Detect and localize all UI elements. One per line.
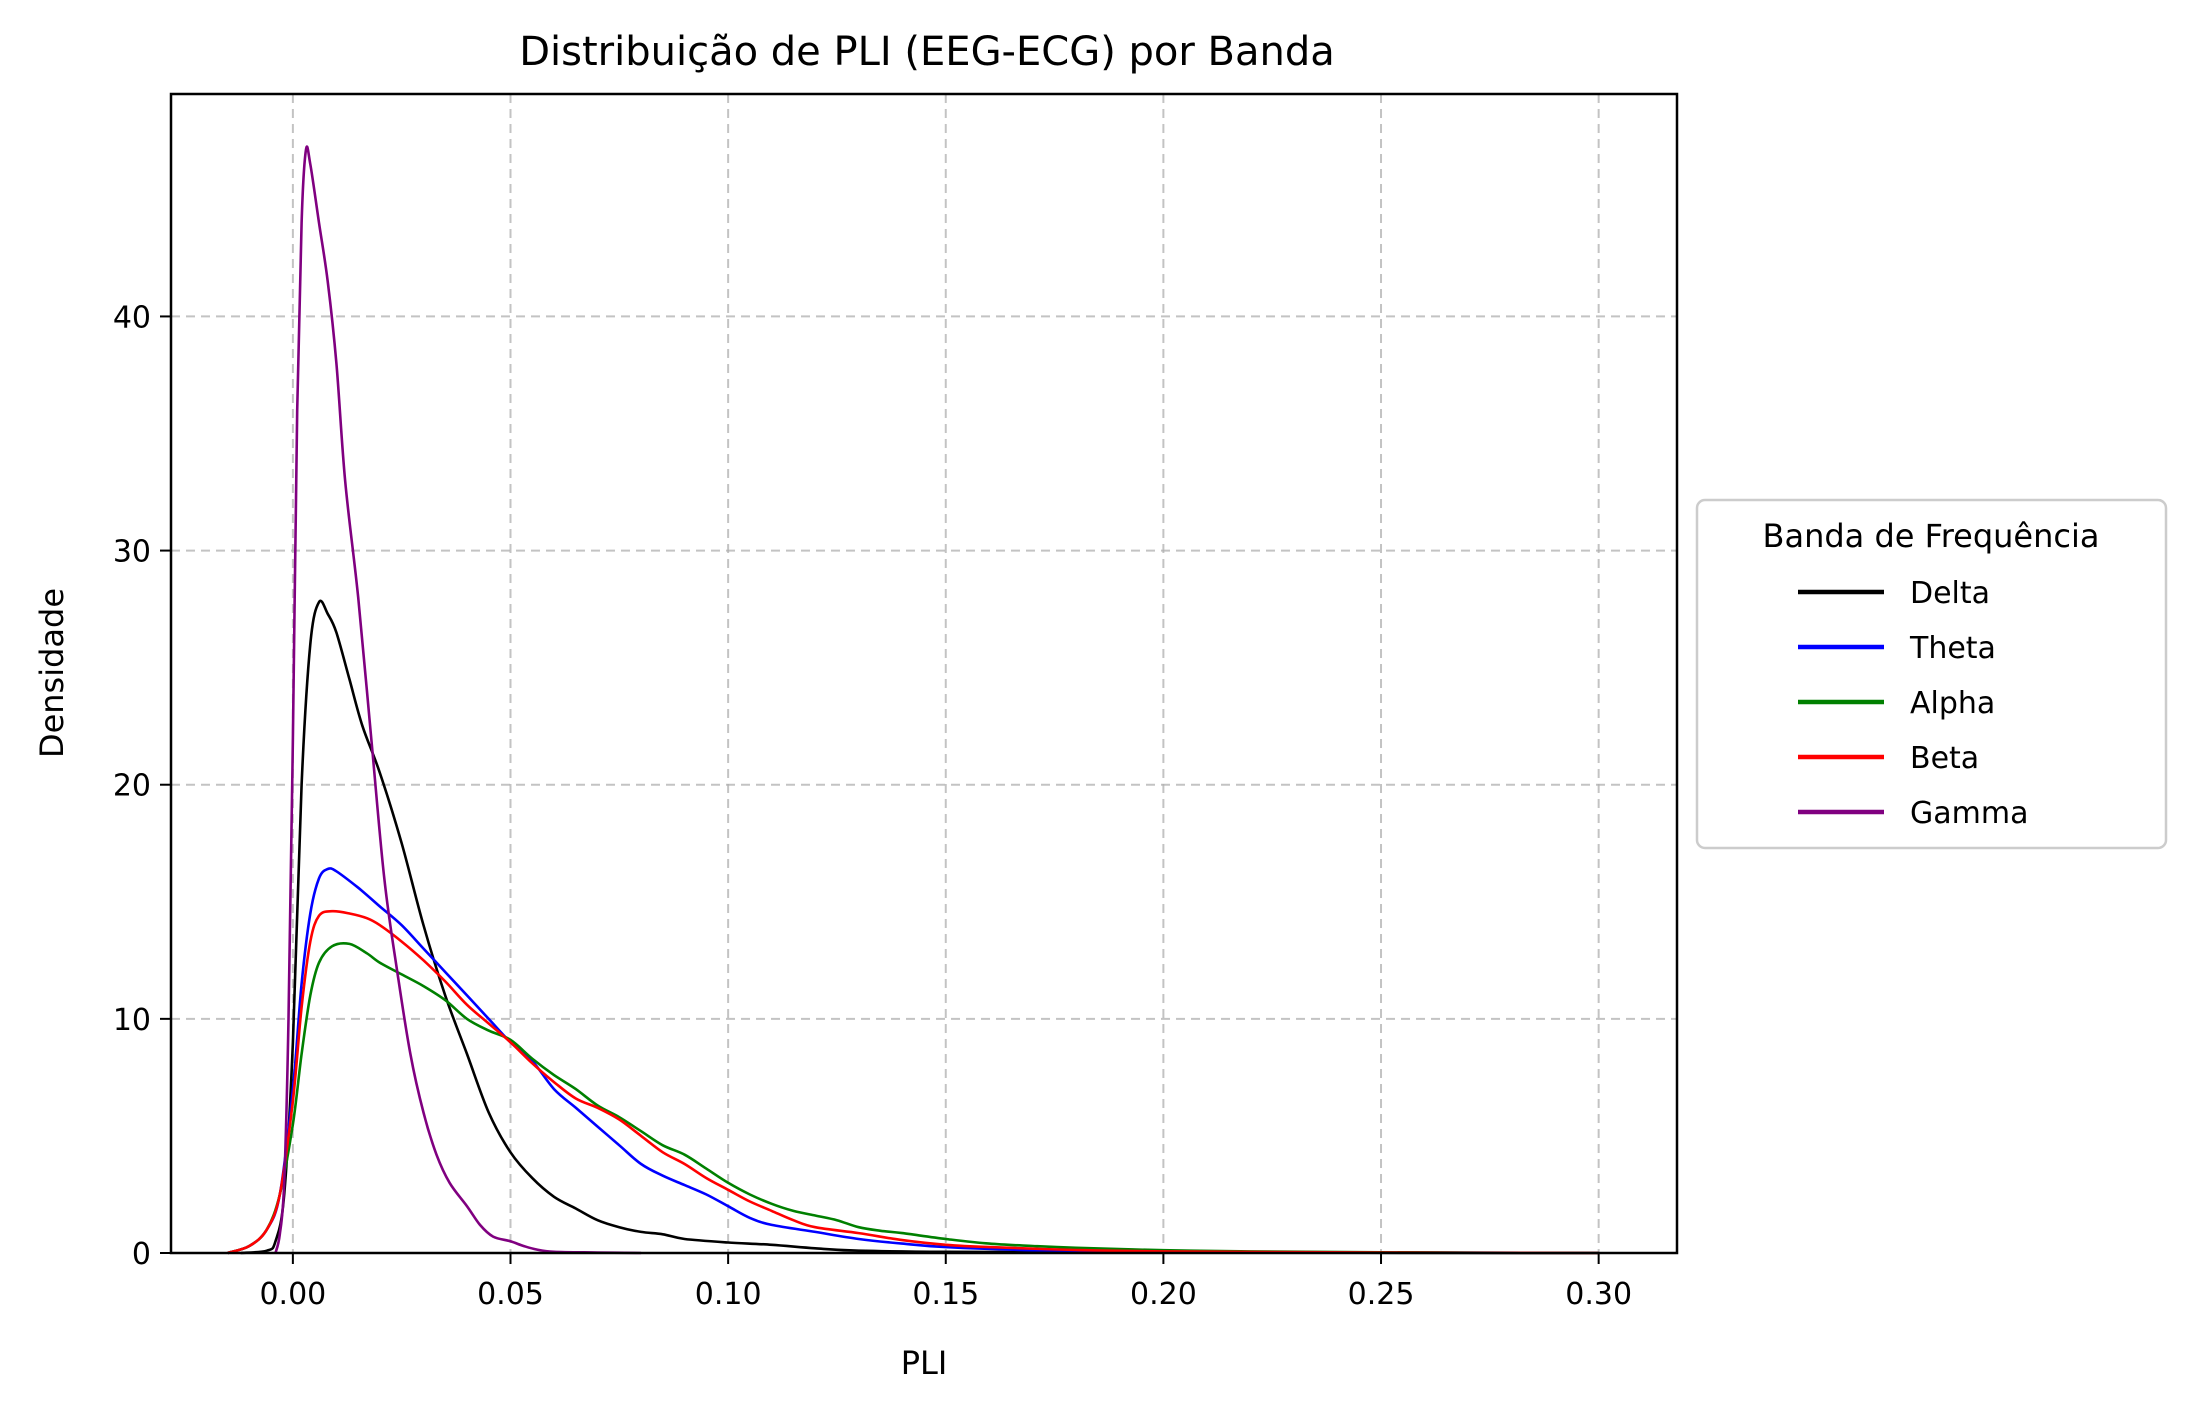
series-line-beta bbox=[227, 909, 1599, 1255]
plot-frame bbox=[169, 92, 1679, 1255]
x-tick-label: 0.25 bbox=[1348, 1277, 1415, 1312]
x-tick-label: 0.05 bbox=[477, 1277, 544, 1312]
legend-label-gamma: Gamma bbox=[1910, 796, 2028, 831]
y-tick-label: 10 bbox=[113, 1003, 151, 1038]
x-axis-label: PLI bbox=[901, 1344, 948, 1382]
x-tick-label: 0.20 bbox=[1130, 1277, 1197, 1312]
y-tick-label: 0 bbox=[132, 1237, 151, 1272]
y-axis-label: Densidade bbox=[33, 588, 71, 758]
series-line-alpha bbox=[227, 942, 1599, 1255]
x-tick-label: 0.30 bbox=[1565, 1277, 1632, 1312]
density-curves bbox=[227, 145, 1599, 1255]
series-line-gamma bbox=[274, 145, 642, 1255]
legend-label-delta: Delta bbox=[1910, 576, 1990, 611]
y-axis-ticks: 0 10 20 30 40 bbox=[113, 300, 171, 1272]
series-line-delta bbox=[240, 599, 1599, 1255]
y-tick-label: 40 bbox=[113, 300, 151, 335]
legend-box bbox=[1695, 498, 2168, 850]
series-line-theta bbox=[227, 867, 1599, 1255]
legend-title: Banda de Frequência bbox=[1763, 517, 2100, 555]
x-tick-label: 0.15 bbox=[912, 1277, 979, 1312]
legend-label-theta: Theta bbox=[1909, 631, 1996, 666]
y-tick-label: 30 bbox=[113, 535, 151, 570]
grid-lines bbox=[171, 94, 1677, 1253]
x-axis-ticks: 0.00 0.05 0.10 0.15 0.20 0.25 0.30 bbox=[259, 1253, 1632, 1312]
legend-label-beta: Beta bbox=[1910, 741, 1979, 776]
x-tick-label: 0.10 bbox=[695, 1277, 762, 1312]
legend: Banda de Frequência Delta Theta Alpha Beta G… bbox=[1695, 498, 2168, 850]
y-tick-label: 20 bbox=[113, 769, 151, 804]
chart-title: Distribuição de PLI (EEG-ECG) por Banda bbox=[519, 29, 1335, 75]
legend-items: Delta Theta Alpha Beta Gamma bbox=[1798, 576, 2028, 831]
legend-label-alpha: Alpha bbox=[1910, 686, 1995, 721]
x-tick-label: 0.00 bbox=[259, 1277, 326, 1312]
